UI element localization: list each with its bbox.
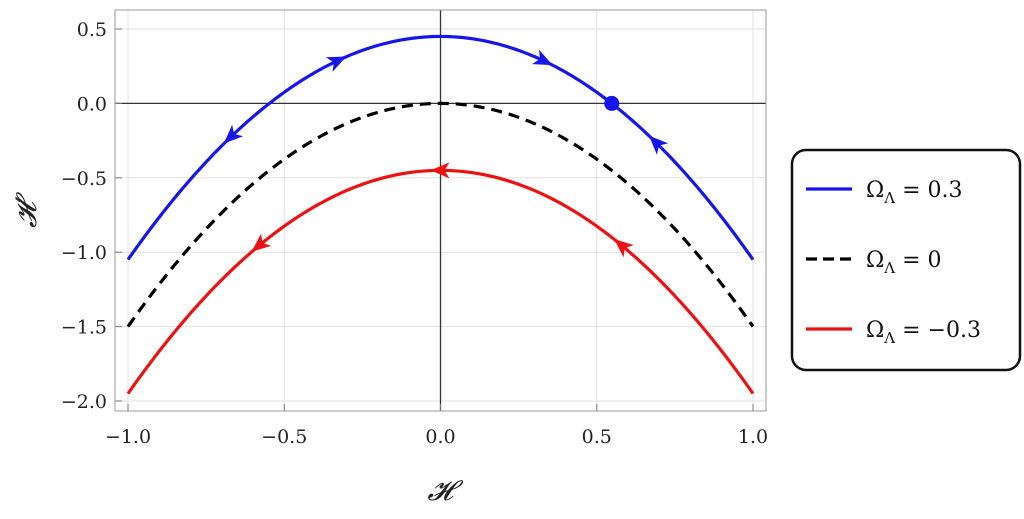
x-tick-label: 0.5 — [582, 426, 612, 448]
y-tick-label: 0.0 — [77, 93, 107, 115]
plot-frame — [114, 9, 767, 412]
series-2 — [126, 162, 755, 395]
flow-arrow — [532, 49, 553, 66]
series-1 — [126, 101, 755, 328]
legend-label: ΩΛ = −0.3 — [866, 318, 981, 347]
legend-item: ΩΛ = 0 — [806, 248, 942, 277]
y-tick-label: −0.5 — [61, 168, 107, 190]
flow-arrow — [430, 162, 450, 179]
y-tick-label: −1.5 — [61, 317, 107, 339]
x-tick-label: 1.0 — [738, 426, 768, 448]
legend-item: ΩΛ = −0.3 — [806, 318, 981, 347]
ticks: −1.0 −0.5 0.0 0.5 1.0 0.5 0.0 −0.5 −1.0 −1.5 −2.0 — [61, 19, 768, 448]
y-tick-label: −1.0 — [61, 242, 107, 264]
flow-arrow — [223, 124, 244, 144]
y-axis-title: 𝓗′ — [10, 192, 43, 228]
legend-items: ΩΛ = 0.3 ΩΛ = 0 ΩΛ = −0.3 — [806, 178, 981, 347]
legend-label: ΩΛ = 0.3 — [866, 178, 963, 207]
flow-arrow — [325, 56, 347, 72]
x-tick-label: 0.0 — [425, 426, 455, 448]
fixed-point-marker — [604, 95, 620, 111]
series-0 — [126, 34, 755, 261]
flow-arrow — [614, 239, 634, 258]
y-tick-label: 0.5 — [77, 19, 107, 41]
flow-arrow — [251, 233, 272, 252]
x-tick-label: −0.5 — [261, 426, 307, 448]
legend-item: ΩΛ = 0.3 — [806, 178, 963, 207]
legend: ΩΛ = 0.3 ΩΛ = 0 ΩΛ = −0.3 — [790, 148, 1022, 372]
series-group — [126, 34, 755, 395]
series-line — [126, 101, 755, 328]
x-axis-title: 𝓗 — [427, 474, 463, 507]
y-tick-label: −2.0 — [61, 391, 107, 413]
flow-arrow — [649, 135, 669, 155]
x-tick-label: −1.0 — [105, 426, 151, 448]
legend-label: ΩΛ = 0 — [866, 248, 942, 277]
legend-box — [790, 148, 1022, 372]
